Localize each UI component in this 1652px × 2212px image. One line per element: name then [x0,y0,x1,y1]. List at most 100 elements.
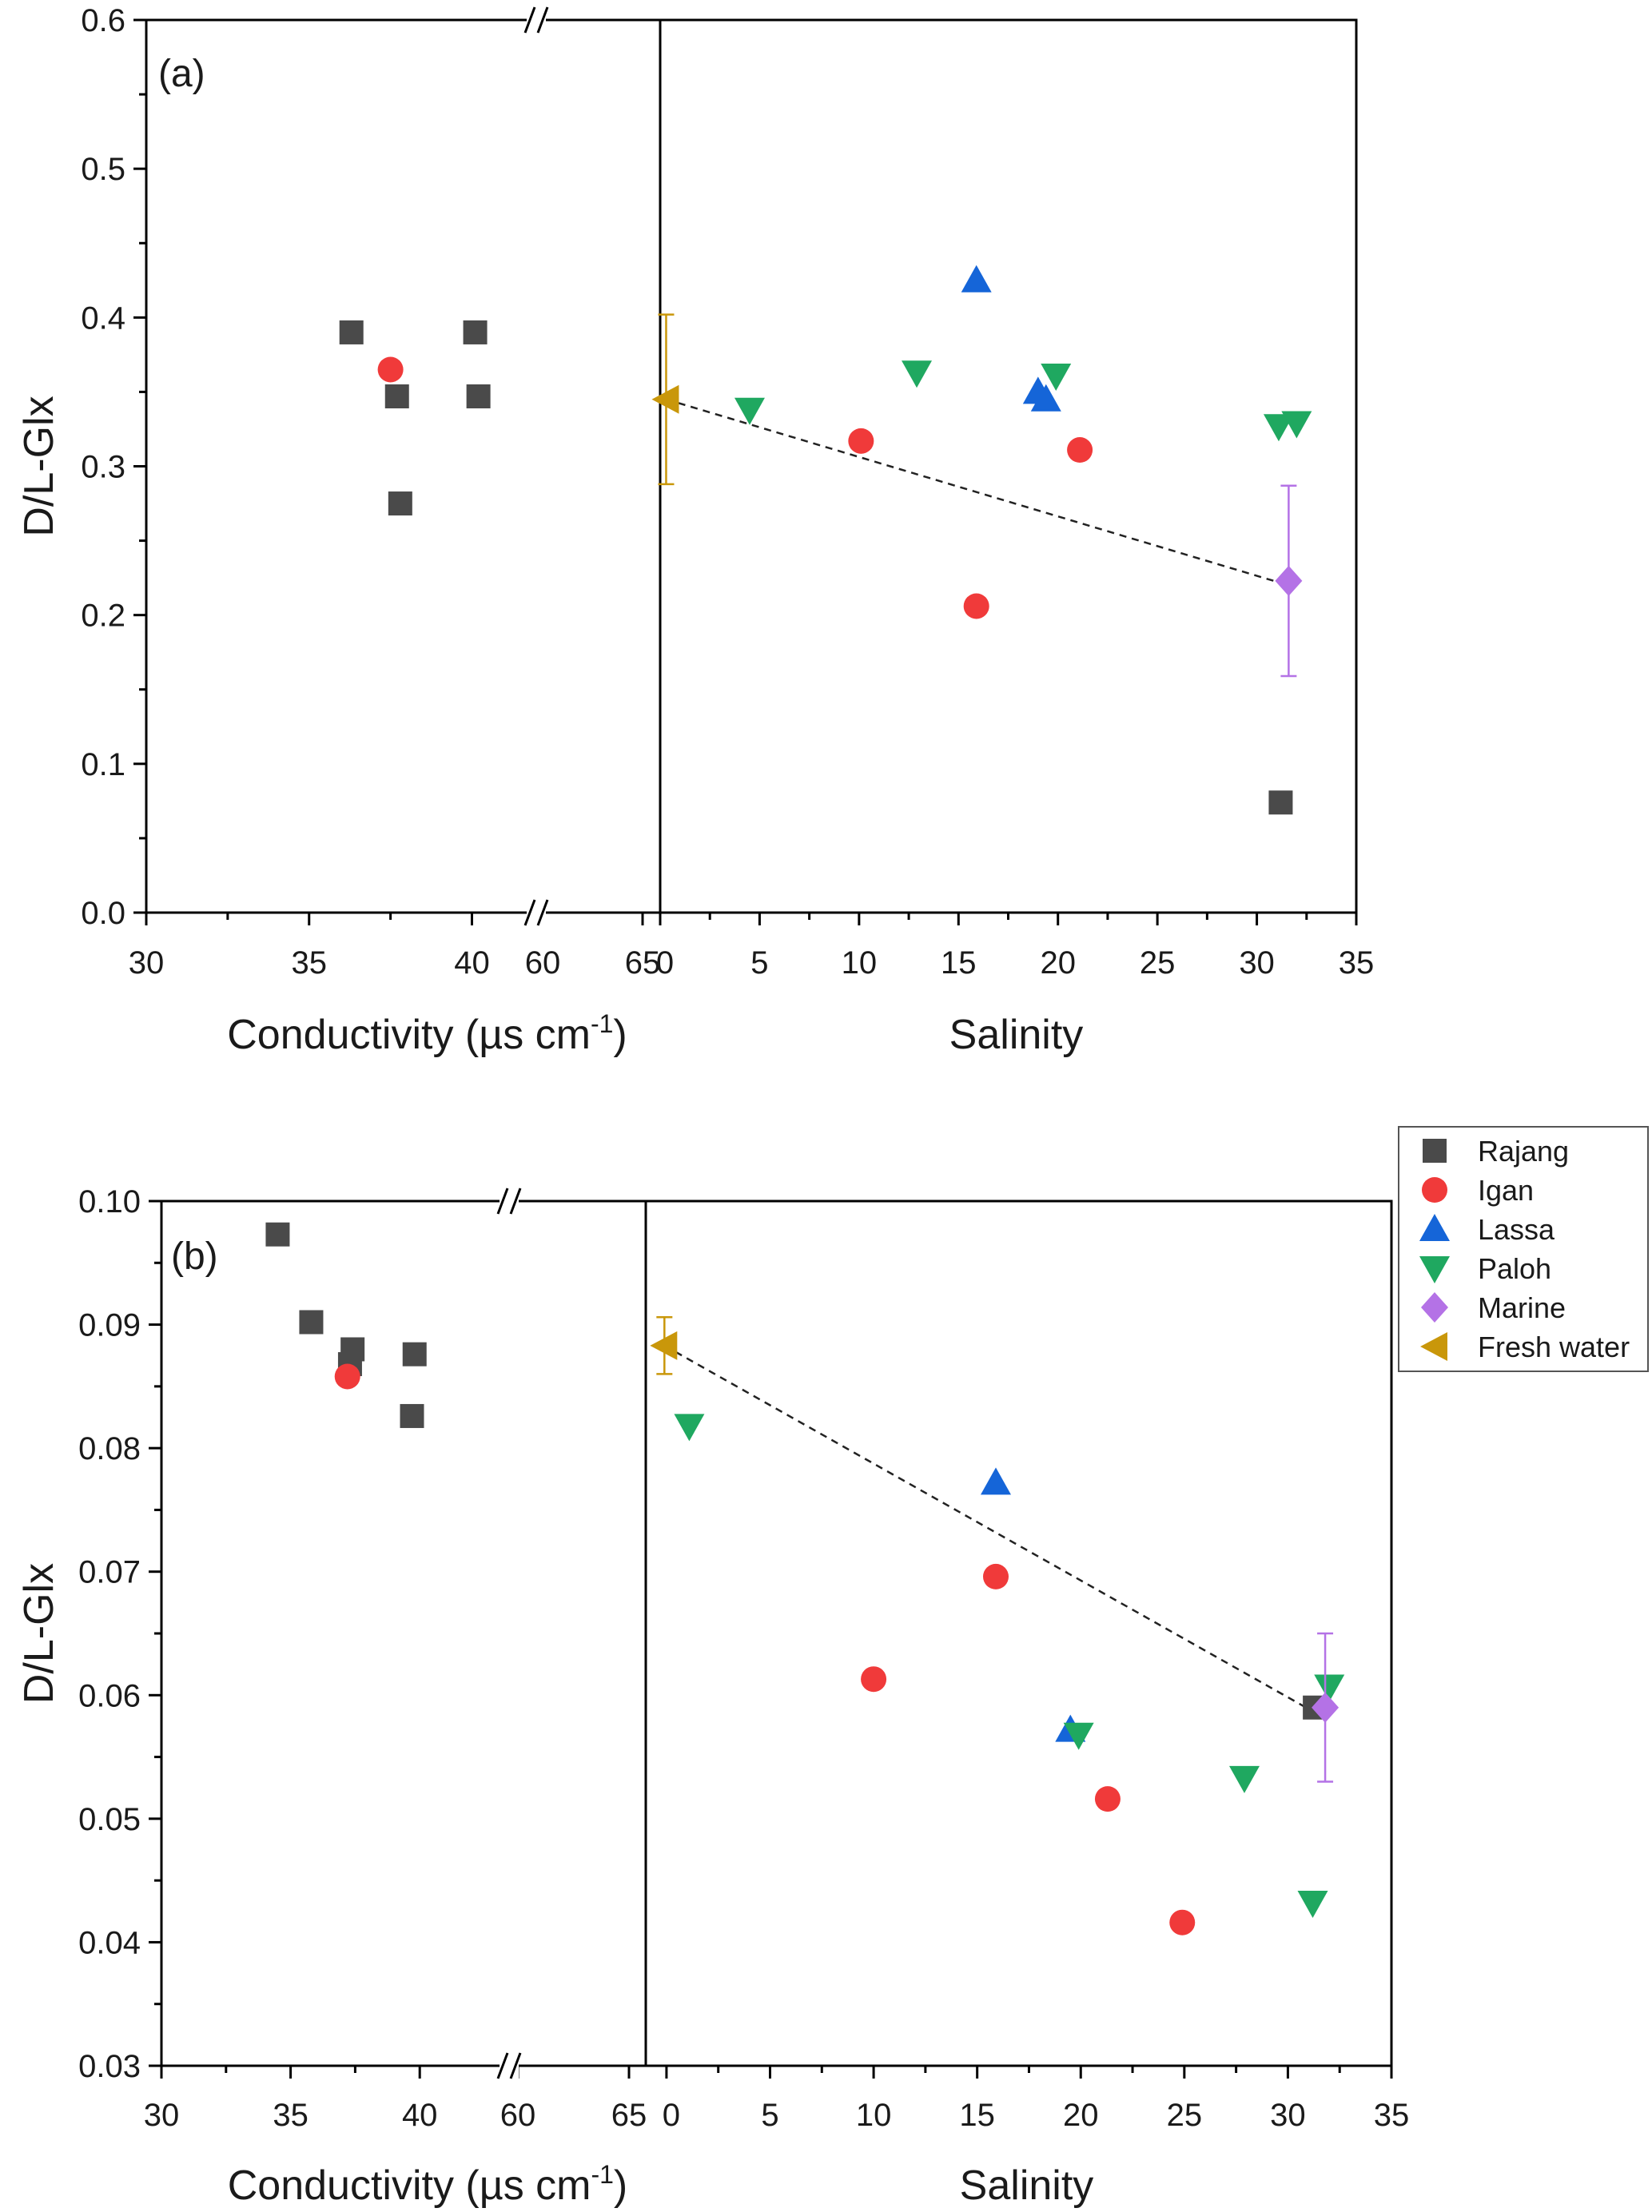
y-tick-label: 0.04 [78,1925,141,1960]
panel-label: (a) [158,53,205,95]
x-tick-label: 5 [761,2098,778,2133]
y-tick-label: 0.07 [78,1555,141,1590]
point-paloh-salinity [1063,1722,1094,1750]
point-rajang-salinity [1268,790,1293,815]
x-axis-label-conductivity: Conductivity (µs cm-1) [228,2160,628,2209]
trend-line [666,398,1289,587]
point-marine-salinity [1312,1692,1340,1723]
point-paloh-salinity [734,397,765,425]
x-tick-label: 0 [663,2098,680,2133]
point-paloh-salinity [902,360,933,388]
y-tick-label: 0.2 [81,599,125,634]
legend-marker [1423,1139,1447,1163]
x-tick-label: 40 [454,945,490,981]
point-rajang-conductivity [339,320,364,344]
x-tick-label: 30 [1239,945,1275,981]
y-tick-label: 0.5 [81,152,125,187]
x-tick-label: 10 [856,2098,892,2133]
point-rajang-conductivity [400,1403,424,1428]
y-tick-label: 0.10 [78,1184,141,1219]
y-axis-label: D/L-Glx [16,1563,62,1704]
x-tick-label: 30 [144,2098,180,2133]
axis-break-top [496,1187,522,1215]
point-rajang-conductivity [466,384,491,409]
y-tick-label: 0.06 [78,1678,141,1713]
x-tick-label: 65 [625,945,661,981]
legend-entry-rajang: Rajang [1423,1135,1569,1168]
point-paloh-salinity [674,1414,705,1442]
legend-marker [1419,1256,1450,1283]
point-igan-salinity [848,428,874,454]
y-tick-label: 0.4 [81,300,125,336]
x-tick-label: 35 [1339,945,1375,981]
x-tick-label: 60 [500,2098,536,2133]
axis-break-slash [496,2052,509,2079]
x-tick-label: 15 [941,945,977,981]
y-tick-label: 0.6 [81,3,125,38]
legend-entry-fresh-water: Fresh water [1420,1331,1630,1363]
point-paloh-salinity [1281,411,1312,439]
x-tick-label: 20 [1063,2098,1099,2133]
axis-break-slash [536,6,549,34]
point-fresh-water-salinity [650,1331,678,1360]
point-igan-salinity [963,593,989,619]
axis-break-slash [523,6,536,34]
legend-label: Marine [1478,1291,1566,1324]
x-tick-label: 40 [402,2098,438,2133]
legend-marker [1421,1292,1448,1323]
legend-marker [1419,1214,1450,1241]
left-plot-frame [145,18,662,914]
x-tick-label: 10 [842,945,878,981]
panel-b: 0.03 0.04 0.05 0.06 0.07 0.08 0.09 0.10 30 35 40 60… [16,1184,1409,2209]
axis-break-slash [496,1188,509,1215]
trend-line [663,1344,1316,1714]
x-tick-label: 30 [129,945,165,981]
x-axis-label-salinity: Salinity [949,1012,1084,1058]
y-tick-label: 0.03 [78,2049,141,2084]
right-plot-frame [659,18,1358,914]
point-rajang-conductivity [340,1337,365,1362]
panel-a: 0.0 0.1 0.2 0.3 0.4 0.5 0.6 30 35 40 60 650 5 10 15 20 2… [16,3,1374,1058]
y-tick-label: 0.08 [78,1431,141,1466]
point-rajang-conductivity [265,1222,290,1247]
x-tick-label: 60 [525,945,561,981]
point-paloh-salinity [1314,1674,1345,1702]
axis-break-slash [536,899,549,926]
x-tick-label: 35 [291,945,327,981]
y-tick-label: 0.1 [81,747,125,782]
point-lassa-salinity [961,265,992,292]
y-tick-label: 0.09 [78,1308,141,1343]
legend-entry-igan: Igan [1422,1174,1534,1207]
right-plot-frame [644,1199,1393,2067]
x-tick-label: 25 [1167,2098,1203,2133]
x-tick-label: 5 [750,945,768,981]
x-tick-label: 30 [1270,2098,1306,2133]
axis-break-slash [509,1188,522,1215]
point-igan-salinity [861,1666,887,1693]
point-igan-salinity [1067,437,1093,463]
x-tick-label: 65 [611,2098,647,2133]
point-igan-salinity [982,1563,1009,1589]
x-axis-label-conductivity: Conductivity (µs cm-1) [227,1009,627,1058]
point-rajang-conductivity [299,1310,324,1335]
panel-label: (b) [171,1235,218,1278]
legend-label: Rajang [1478,1135,1569,1168]
legend-marker [1420,1332,1447,1361]
left-plot-frame [160,1199,647,2067]
y-tick-label: 0.05 [78,1802,141,1837]
axis-break-top [523,6,549,34]
point-igan-conductivity [377,356,404,383]
y-axis-label: D/L-Glx [16,396,62,536]
point-igan-salinity [1169,1909,1196,1936]
x-tick-label: 35 [273,2098,309,2133]
point-fresh-water-salinity [651,384,679,414]
legend-label: Igan [1478,1174,1534,1207]
axis-break-bottom [496,2051,522,2080]
legend-entry-lassa: Lassa [1419,1213,1555,1246]
legend-box [1398,1126,1649,1372]
x-tick-label: 0 [656,945,674,981]
legend-entry-paloh: Paloh [1419,1252,1551,1285]
point-paloh-salinity [1228,1765,1260,1793]
point-rajang-conductivity [463,320,488,344]
